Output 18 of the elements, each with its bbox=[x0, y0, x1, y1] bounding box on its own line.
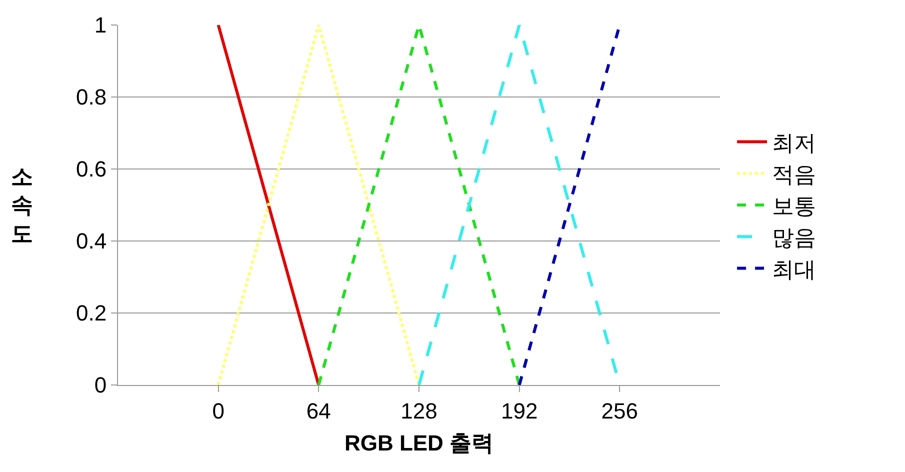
y-tick-label: 0.2 bbox=[76, 300, 107, 326]
x-tick-label: 0 bbox=[212, 398, 224, 424]
x-tick-label: 256 bbox=[601, 398, 638, 424]
y-tick-label: 1 bbox=[94, 12, 107, 38]
legend-label: 보통 bbox=[772, 194, 816, 219]
y-axis-title: 소속도 bbox=[11, 164, 33, 246]
x-axis-title: RGB LED 출력 bbox=[344, 430, 494, 456]
x-tick-label: 192 bbox=[500, 398, 538, 424]
legend-label: 최대 bbox=[772, 256, 816, 282]
y-tick-label: 0.6 bbox=[76, 156, 107, 182]
x-tick-label: 64 bbox=[306, 398, 331, 424]
y-tick-label: 0.8 bbox=[76, 84, 107, 110]
y-tick-label: 0 bbox=[94, 372, 107, 398]
legend-label: 적음 bbox=[772, 162, 816, 187]
legend-label: 최저 bbox=[772, 130, 816, 156]
x-tick-label: 128 bbox=[400, 398, 438, 424]
y-tick-label: 0.4 bbox=[76, 228, 107, 254]
legend-label: 많음 bbox=[772, 225, 816, 250]
